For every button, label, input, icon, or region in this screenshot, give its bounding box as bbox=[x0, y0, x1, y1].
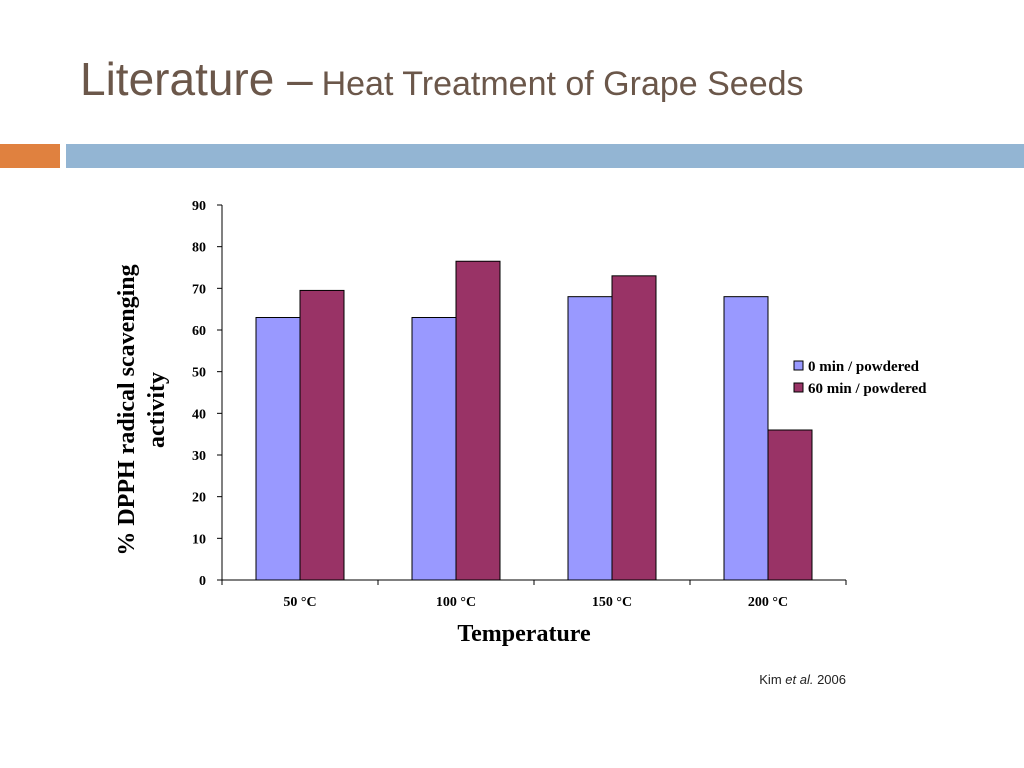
y-axis-title-line-1: % DPPH radical scavenging bbox=[114, 264, 140, 555]
legend-label: 60 min / powdered bbox=[808, 381, 927, 397]
y-axis-title-line-2: activity bbox=[144, 372, 170, 448]
citation: Kim et al. 2006 bbox=[700, 672, 846, 687]
accent-bar-blue bbox=[66, 144, 1024, 168]
y-tick-label: 80 bbox=[192, 241, 206, 256]
x-axis-title: Temperature bbox=[457, 621, 591, 647]
x-tick-label: 150 °C bbox=[592, 595, 632, 610]
y-axis-title: % DPPH radical scavenging activity bbox=[114, 264, 170, 555]
slide-title-main: Literature – bbox=[80, 53, 313, 105]
y-tick-label: 60 bbox=[192, 324, 206, 339]
slide-title-sub: Heat Treatment of Grape Seeds bbox=[321, 65, 804, 103]
x-tick-label: 200 °C bbox=[748, 595, 788, 610]
citation-author: Kim bbox=[759, 672, 786, 687]
x-tick-label: 100 °C bbox=[436, 595, 476, 610]
bar-series-1 bbox=[567, 296, 613, 581]
bar-series-2 bbox=[455, 260, 501, 581]
y-tick-label: 0 bbox=[199, 574, 206, 589]
bar-series-1 bbox=[411, 317, 457, 581]
slide-title: Literature – Heat Treatment of Grape See… bbox=[80, 52, 804, 106]
bar-series-1 bbox=[255, 317, 301, 581]
citation-etal: et al. bbox=[785, 672, 814, 687]
accent-bar-orange bbox=[0, 144, 60, 168]
y-tick-label: 20 bbox=[192, 491, 206, 506]
bar-series-2 bbox=[299, 289, 345, 581]
x-tick-label: 50 °C bbox=[283, 595, 316, 610]
y-tick-label: 40 bbox=[192, 407, 206, 422]
legend-swatch bbox=[793, 360, 804, 371]
bar-series-2 bbox=[767, 429, 813, 581]
y-tick-label: 90 bbox=[192, 199, 206, 214]
y-tick-label: 30 bbox=[192, 449, 206, 464]
legend-swatch bbox=[793, 382, 804, 393]
bar-series-1 bbox=[723, 296, 769, 581]
citation-year: 2006 bbox=[813, 672, 846, 687]
legend-label: 0 min / powdered bbox=[808, 359, 920, 375]
y-tick-label: 50 bbox=[192, 366, 206, 381]
y-tick-label: 10 bbox=[192, 532, 206, 547]
y-tick-label: 70 bbox=[192, 282, 206, 297]
bar-series-2 bbox=[611, 275, 657, 581]
